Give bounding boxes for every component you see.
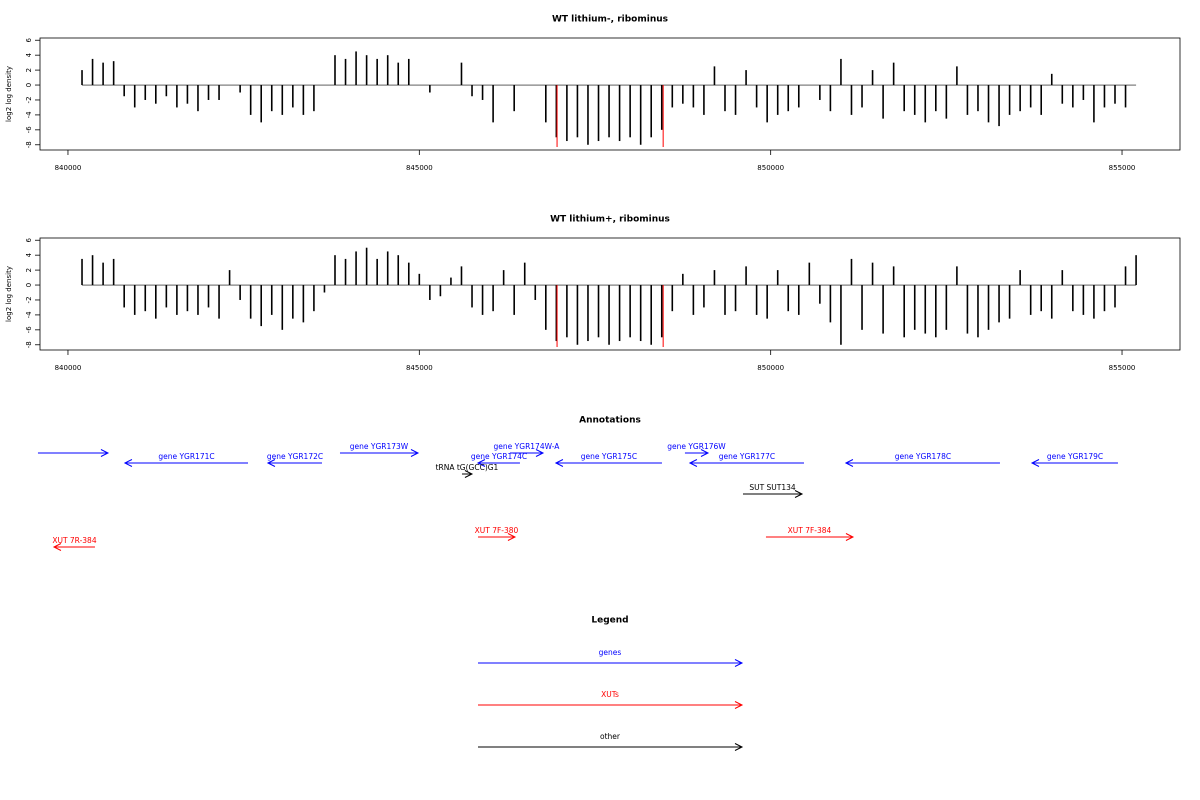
y-tick-label: -8	[25, 341, 33, 348]
x-tick-label: 850000	[757, 164, 784, 172]
y-tick-label: 4	[25, 252, 33, 257]
chart-title: WT lithium+, ribominus	[550, 215, 670, 225]
feature-arrow	[844, 459, 1000, 467]
feature-arrow	[461, 470, 474, 478]
y-tick-label: -6	[25, 326, 33, 334]
arrow-head	[734, 743, 744, 751]
feature-arrow	[52, 543, 95, 551]
chart-title: WT lithium-, ribominus	[552, 15, 668, 25]
feature-label: SUT SUT134	[749, 483, 796, 492]
y-tick-label: 0	[25, 83, 33, 87]
feature-label: gene YGR176W	[667, 442, 726, 451]
y-tick-label: 0	[25, 283, 33, 287]
y-tick-label: -4	[25, 311, 33, 319]
legend-arrow	[478, 701, 744, 709]
arrow-head	[507, 533, 517, 541]
legend-label: other	[600, 732, 621, 741]
arrow-head	[266, 459, 276, 467]
x-tick-label: 855000	[1109, 164, 1136, 172]
feature-label: gene YGR174C	[471, 452, 527, 461]
x-tick-label: 840000	[55, 364, 82, 372]
arrow-head	[700, 449, 710, 457]
feature-label: gene YGR178C	[895, 452, 951, 461]
arrow-head	[734, 659, 744, 667]
arrow-head	[844, 459, 854, 467]
feature-label: gene YGR175C	[581, 452, 637, 461]
feature-arrow	[742, 490, 804, 498]
feature-arrow	[123, 459, 249, 467]
feature-label: XUT 7R-384	[52, 536, 97, 545]
plot-frame	[39, 237, 1181, 351]
feature-arrow	[684, 449, 710, 457]
x-tick-label: 850000	[757, 364, 784, 372]
arrow-head	[123, 459, 133, 467]
y-tick-label: 2	[25, 268, 33, 272]
legend-title: Legend	[591, 616, 628, 626]
feature-arrow	[554, 459, 662, 467]
x-tick-label: 855000	[1109, 364, 1136, 372]
arrow-head	[100, 449, 110, 457]
y-tick-label: 2	[25, 68, 33, 72]
x-tick-label: 845000	[406, 164, 433, 172]
y-tick-label: -4	[25, 111, 33, 119]
arrow-head	[845, 533, 855, 541]
y-tick-label: -2	[25, 296, 33, 303]
arrow-head	[410, 449, 420, 457]
feature-arrow	[1030, 459, 1118, 467]
arrow-head	[476, 459, 486, 467]
feature-arrow	[339, 449, 420, 457]
legend-label: genes	[599, 648, 622, 657]
legend-arrow	[478, 743, 744, 751]
y-tick-label: 6	[25, 237, 33, 242]
y-tick-label: -8	[25, 141, 33, 148]
feature-arrow	[266, 459, 322, 467]
feature-label: gene YGR174W-A	[494, 442, 561, 451]
feature-arrow	[509, 449, 545, 457]
feature-arrow	[476, 459, 520, 467]
x-tick-label: 845000	[406, 364, 433, 372]
feature-label: gene YGR173W	[350, 442, 409, 451]
legend-arrow	[478, 659, 744, 667]
feature-label: gene YGR179C	[1047, 452, 1103, 461]
feature-arrow	[37, 449, 110, 457]
y-tick-label: -6	[25, 126, 33, 134]
arrow-head	[535, 449, 545, 457]
plot-frame	[39, 37, 1181, 151]
x-tick-label: 840000	[55, 164, 82, 172]
feature-label: gene YGR177C	[719, 452, 775, 461]
y-tick-label: 6	[25, 37, 33, 42]
legend-label: XUTs	[601, 690, 619, 699]
feature-label: gene YGR171C	[158, 452, 214, 461]
feature-arrow	[477, 533, 517, 541]
arrow-head	[1030, 459, 1040, 467]
arrow-head	[52, 543, 62, 551]
y-axis-label: log2 log density	[5, 66, 13, 122]
y-tick-label: 4	[25, 52, 33, 57]
arrow-head	[464, 470, 474, 478]
feature-label: tRNA tG(GCC)G1	[436, 463, 499, 472]
feature-arrow	[765, 533, 855, 541]
arrow-head	[688, 459, 698, 467]
feature-label: XUT 7F-384	[788, 526, 832, 535]
y-axis-label: log2 log density	[5, 266, 13, 322]
y-tick-label: -2	[25, 96, 33, 103]
arrow-head	[794, 490, 804, 498]
feature-label: gene YGR172C	[267, 452, 323, 461]
feature-label: XUT 7F-380	[475, 526, 519, 535]
arrow-head	[554, 459, 564, 467]
arrow-head	[734, 701, 744, 709]
annotations-title: Annotations	[579, 416, 641, 426]
feature-arrow	[688, 459, 804, 467]
